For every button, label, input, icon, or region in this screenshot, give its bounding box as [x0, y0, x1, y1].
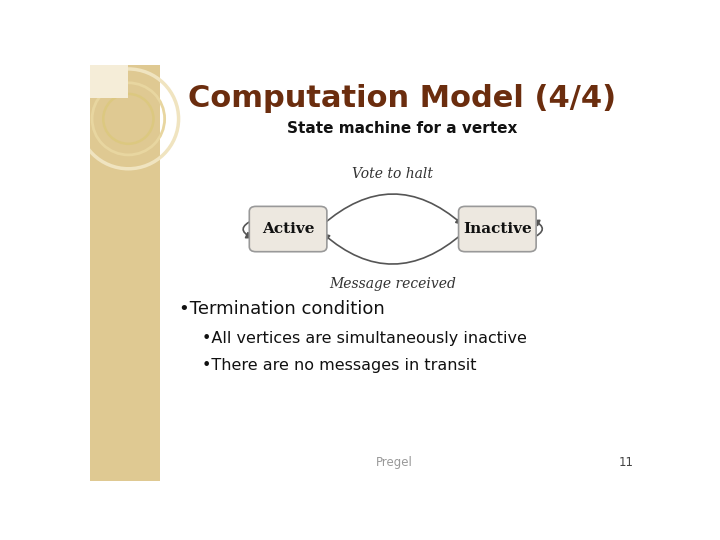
Text: Inactive: Inactive	[463, 222, 531, 236]
Text: Message received: Message received	[329, 277, 456, 291]
Text: 11: 11	[619, 456, 634, 469]
Bar	[90, 65, 128, 98]
Text: Active: Active	[262, 222, 315, 236]
FancyArrowPatch shape	[243, 220, 253, 238]
Bar	[90, 65, 160, 481]
FancyBboxPatch shape	[459, 206, 536, 252]
Text: Vote to halt: Vote to halt	[352, 167, 433, 181]
Text: Pregel: Pregel	[376, 456, 413, 469]
Text: Computation Model (4/4): Computation Model (4/4)	[189, 84, 616, 112]
Text: •All vertices are simultaneously inactive: •All vertices are simultaneously inactiv…	[202, 331, 526, 346]
Text: State machine for a vertex: State machine for a vertex	[287, 121, 518, 136]
Text: •Termination condition: •Termination condition	[179, 300, 385, 318]
FancyArrowPatch shape	[324, 233, 463, 264]
FancyArrowPatch shape	[532, 220, 542, 238]
FancyArrowPatch shape	[323, 194, 462, 225]
FancyBboxPatch shape	[249, 206, 327, 252]
Text: •There are no messages in transit: •There are no messages in transit	[202, 358, 476, 373]
